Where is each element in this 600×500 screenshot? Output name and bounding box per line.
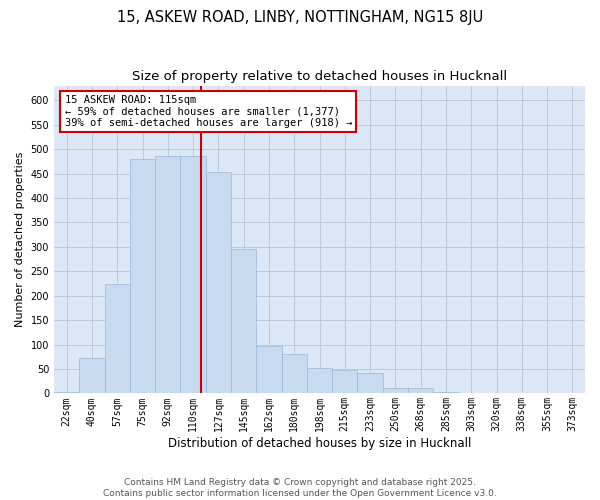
Bar <box>130 159 155 394</box>
Bar <box>79 358 104 394</box>
Title: Size of property relative to detached houses in Hucknall: Size of property relative to detached ho… <box>132 70 507 83</box>
Bar <box>281 354 307 394</box>
Bar <box>231 249 256 394</box>
Bar <box>206 172 231 394</box>
Bar <box>332 370 358 394</box>
Text: Contains HM Land Registry data © Crown copyright and database right 2025.
Contai: Contains HM Land Registry data © Crown c… <box>103 478 497 498</box>
Bar <box>358 373 383 394</box>
Y-axis label: Number of detached properties: Number of detached properties <box>15 152 25 327</box>
Bar <box>54 392 79 394</box>
Bar <box>181 156 206 394</box>
Bar <box>155 156 181 394</box>
Bar <box>307 368 332 394</box>
Text: 15, ASKEW ROAD, LINBY, NOTTINGHAM, NG15 8JU: 15, ASKEW ROAD, LINBY, NOTTINGHAM, NG15 … <box>117 10 483 25</box>
Bar <box>104 284 130 394</box>
Bar <box>408 388 433 394</box>
Bar <box>383 388 408 394</box>
Bar <box>256 346 281 394</box>
Text: 15 ASKEW ROAD: 115sqm
← 59% of detached houses are smaller (1,377)
39% of semi-d: 15 ASKEW ROAD: 115sqm ← 59% of detached … <box>65 95 352 128</box>
Bar <box>433 392 458 394</box>
X-axis label: Distribution of detached houses by size in Hucknall: Distribution of detached houses by size … <box>168 437 471 450</box>
